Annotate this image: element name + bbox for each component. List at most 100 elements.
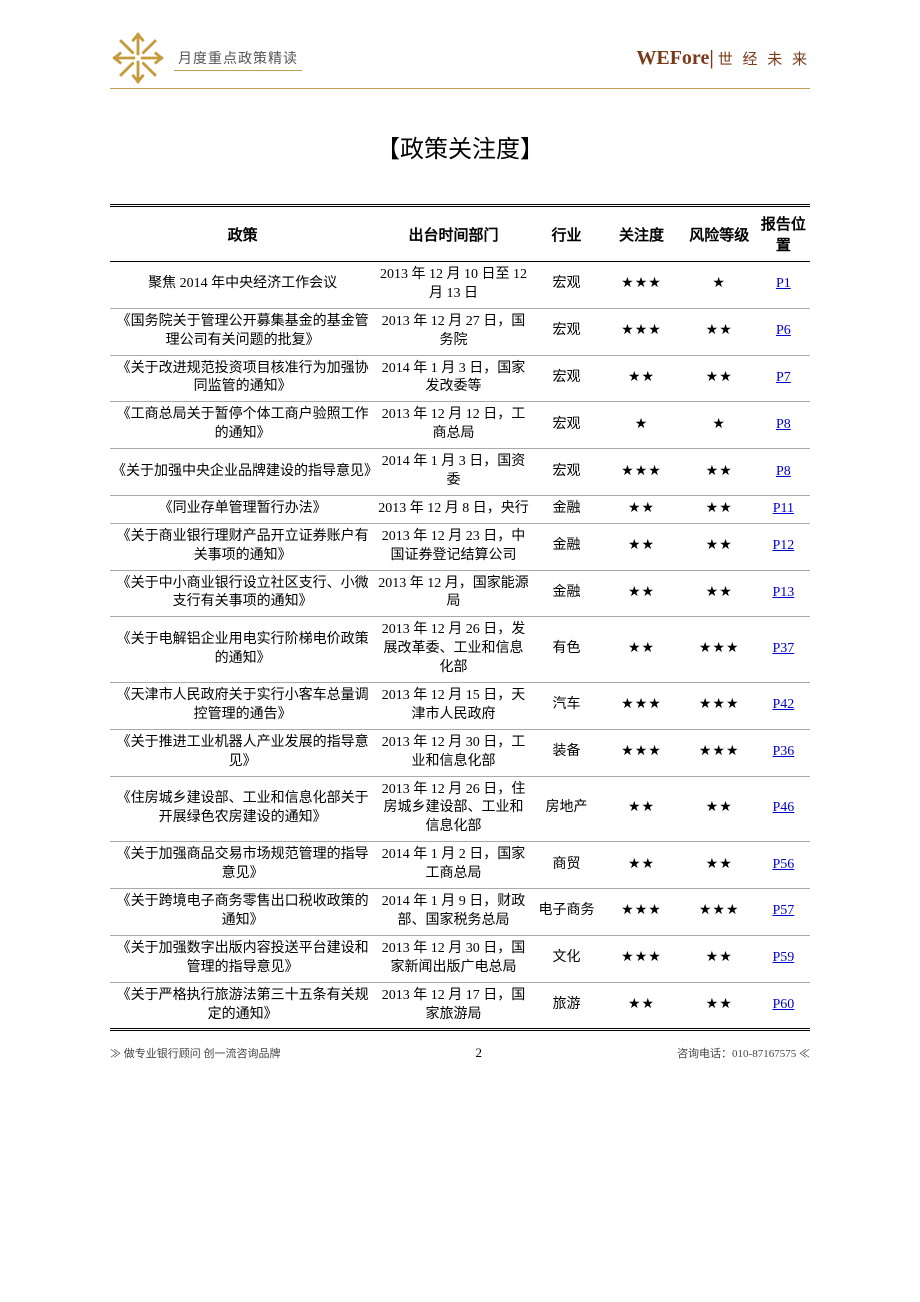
cell-industry: 金融 [532,495,602,523]
cell-policy: 《关于加强中央企业品牌建设的指导意见》 [110,449,375,496]
cell-industry: 装备 [532,729,602,776]
table-row: 《国务院关于管理公开募集基金的基金管理公司有关问题的批复》2013 年 12 月… [110,308,810,355]
cell-position: P59 [757,935,810,982]
policy-table: 政策 出台时间部门 行业 关注度 风险等级 报告位置 聚焦 2014 年中央经济… [110,207,810,1028]
cell-attention: ★★★ [601,683,681,730]
cell-dept: 2013 年 12 月 27 日，国务院 [375,308,532,355]
page-link[interactable]: P11 [773,501,794,516]
page-link[interactable]: P1 [776,276,791,291]
table-row: 《关于加强商品交易市场规范管理的指导意见》2014 年 1 月 2 日，国家工商… [110,842,810,889]
cell-industry: 电子商务 [532,889,602,936]
page-link[interactable]: P6 [776,323,791,338]
cell-industry: 金融 [532,570,602,617]
brand-divider: | [709,47,713,69]
cell-dept: 2013 年 12 月 17 日，国家旅游局 [375,982,532,1028]
table-row: 《关于推进工业机器人产业发展的指导意见》2013 年 12 月 30 日，工业和… [110,729,810,776]
cell-dept: 2013 年 12 月 8 日，央行 [375,495,532,523]
col-dept: 出台时间部门 [375,207,532,262]
cell-position: P36 [757,729,810,776]
cell-dept: 2013 年 12 月 30 日，国家新闻出版广电总局 [375,935,532,982]
cell-industry: 汽车 [532,683,602,730]
table-row: 《关于改进规范投资项目核准行为加强协同监管的通知》2014 年 1 月 3 日，… [110,355,810,402]
cell-position: P60 [757,982,810,1028]
cell-policy: 《同业存单管理暂行办法》 [110,495,375,523]
table-row: 《工商总局关于暂停个体工商户验照工作的通知》2013 年 12 月 12 日，工… [110,402,810,449]
table-row: 《关于严格执行旅游法第三十五条有关规定的通知》2013 年 12 月 17 日，… [110,982,810,1028]
cell-policy: 《住房城乡建设部、工业和信息化部关于开展绿色农房建设的通知》 [110,776,375,842]
cell-risk: ★★ [682,523,757,570]
cell-industry: 旅游 [532,982,602,1028]
page-link[interactable]: P36 [772,744,794,759]
cell-attention: ★ [601,402,681,449]
cell-risk: ★★ [682,308,757,355]
cell-industry: 文化 [532,935,602,982]
cell-industry: 宏观 [532,262,602,309]
cell-policy: 《工商总局关于暂停个体工商户验照工作的通知》 [110,402,375,449]
page-link[interactable]: P42 [772,697,794,712]
page: 月度重点政策精读 WEFore|世 经 未 来 【政策关注度】 政策 出台时间部… [0,0,920,1302]
cell-policy: 《天津市人民政府关于实行小客车总量调控管理的通告》 [110,683,375,730]
table-row: 《关于商业银行理财产品开立证券账户有关事项的通知》2013 年 12 月 23 … [110,523,810,570]
page-link[interactable]: P59 [772,950,794,965]
cell-position: P6 [757,308,810,355]
cell-risk: ★★ [682,495,757,523]
cell-attention: ★★ [601,842,681,889]
table-row: 《关于电解铝企业用电实行阶梯电价政策的通知》2013 年 12 月 26 日，发… [110,617,810,683]
cell-industry: 宏观 [532,308,602,355]
cell-attention: ★★★ [601,935,681,982]
page-link[interactable]: P12 [772,538,794,553]
cell-position: P8 [757,449,810,496]
page-link[interactable]: P8 [776,464,791,479]
col-risk: 风险等级 [682,207,757,262]
cell-industry: 商贸 [532,842,602,889]
cell-policy: 《关于加强数字出版内容投送平台建设和管理的指导意见》 [110,935,375,982]
cell-position: P42 [757,683,810,730]
cell-attention: ★★★ [601,308,681,355]
page-link[interactable]: P57 [772,903,794,918]
footer-page-number: 2 [476,1045,483,1061]
brand-text-cn: 世 经 未 来 [718,52,810,68]
cell-position: P8 [757,402,810,449]
cell-risk: ★★ [682,570,757,617]
header-left: 月度重点政策精读 [110,30,302,86]
cell-attention: ★★★ [601,449,681,496]
cell-position: P12 [757,523,810,570]
header-subtitle: 月度重点政策精读 [178,52,298,67]
table-row: 《天津市人民政府关于实行小客车总量调控管理的通告》2013 年 12 月 15 … [110,683,810,730]
footer-phone: 咨询电话：010-87167575 [677,1045,810,1061]
page-link[interactable]: P8 [776,417,791,432]
page-link[interactable]: P56 [772,857,794,872]
cell-dept: 2013 年 12 月 26 日，住房城乡建设部、工业和信息化部 [375,776,532,842]
cell-dept: 2013 年 12 月 15 日，天津市人民政府 [375,683,532,730]
subtitle-wrap: 月度重点政策精读 [174,48,302,71]
cell-industry: 宏观 [532,355,602,402]
col-attention: 关注度 [601,207,681,262]
footer-slogan: 做专业银行顾问 创一流咨询品牌 [110,1045,281,1061]
cell-attention: ★★ [601,617,681,683]
cell-risk: ★★ [682,776,757,842]
page-link[interactable]: P37 [772,641,794,656]
page-link[interactable]: P60 [772,997,794,1012]
table-row: 《关于加强中央企业品牌建设的指导意见》2014 年 1 月 3 日，国资委宏观★… [110,449,810,496]
cell-attention: ★★ [601,495,681,523]
cell-policy: 《关于改进规范投资项目核准行为加强协同监管的通知》 [110,355,375,402]
cell-risk: ★★★ [682,889,757,936]
page-link[interactable]: P46 [772,800,794,815]
cell-industry: 宏观 [532,402,602,449]
page-link[interactable]: P13 [772,585,794,600]
cell-industry: 金融 [532,523,602,570]
page-link[interactable]: P7 [776,370,791,385]
cell-position: P13 [757,570,810,617]
cell-dept: 2014 年 1 月 3 日，国家发改委等 [375,355,532,402]
cell-attention: ★★★ [601,889,681,936]
table-row: 聚焦 2014 年中央经济工作会议2013 年 12 月 10 日至 12 月 … [110,262,810,309]
cell-position: P56 [757,842,810,889]
cell-policy: 聚焦 2014 年中央经济工作会议 [110,262,375,309]
cell-dept: 2014 年 1 月 2 日，国家工商总局 [375,842,532,889]
cell-policy: 《关于跨境电子商务零售出口税收政策的通知》 [110,889,375,936]
cell-position: P11 [757,495,810,523]
cell-position: P57 [757,889,810,936]
cell-dept: 2014 年 1 月 9 日，财政部、国家税务总局 [375,889,532,936]
brand-text-en: WEFore [636,47,709,69]
cell-dept: 2013 年 12 月 30 日，工业和信息化部 [375,729,532,776]
